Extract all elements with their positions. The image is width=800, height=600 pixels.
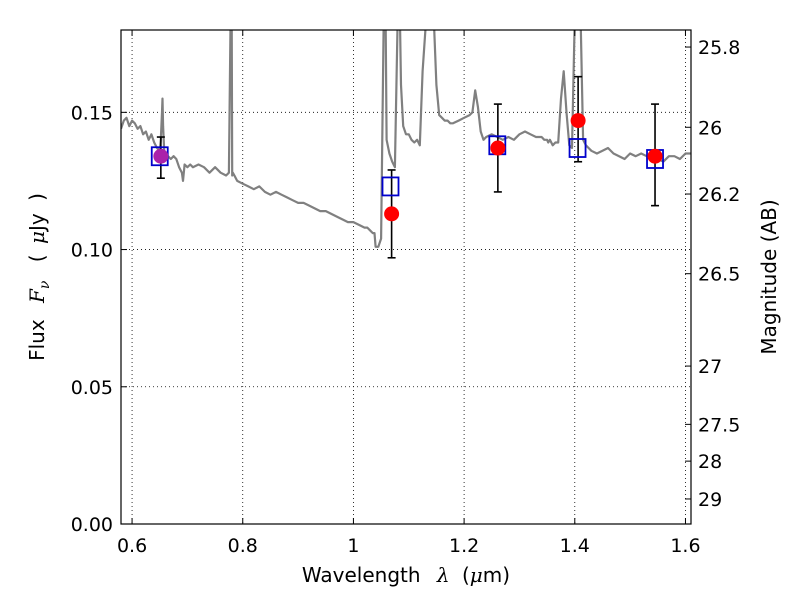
x-axis-label-unit-mu: μ [470,563,483,587]
right-axis-label: Magnitude (AB) [757,199,781,354]
y-axis-label-unit-mu: μ [25,231,49,244]
y-axis-label-subscript: ν [37,280,53,289]
x-axis-label-unit-open: ( [462,563,470,587]
plot-frame [120,29,692,525]
observed-point-0 [153,148,169,164]
observed-photometry [153,113,663,222]
y-tick-label-0: 0.00 [71,514,113,536]
mag-tick-label-5: 27.5 [698,414,740,436]
x-axis-label-unit-rest: m) [483,563,510,587]
model-spectrum-line [121,30,691,248]
y-axis-ticks: 0.00 0.05 0.10 0.15 [71,102,127,536]
y-axis-label: Flux Fν ( μJy ) [25,193,54,361]
mag-tick-label-2: 26.2 [698,184,740,206]
observed-point-4 [647,148,663,164]
x-axis-label-text: Wavelength [302,563,421,587]
mag-tick-label-3: 26.5 [698,264,740,286]
y-tick-label-2: 0.10 [71,240,113,262]
observed-point-3 [570,113,586,129]
y-tick-label-3: 0.15 [71,102,113,124]
mag-tick-label-0: 25.8 [698,37,740,59]
x-axis-ticks: 0.6 0.8 1 1.2 1.4 1.6 [117,30,701,557]
y-axis-label-symbol: F [25,288,49,304]
y-axis-label-unit-open: ( [25,254,49,262]
y-axis-label-unit-rest: Jy [25,213,49,233]
x-tick-label-4: 1.4 [560,535,590,557]
synthetic-point-3 [568,138,587,158]
observed-point-2 [490,140,506,156]
x-tick-label-2: 1 [347,535,359,557]
synthetic-point-1 [381,176,400,197]
x-axis-label-symbol: λ [436,563,450,587]
mag-tick-label-1: 26 [698,117,722,139]
y-axis-label-unit-close: ) [25,193,49,201]
mag-tick-label-6: 28 [698,451,722,473]
y-axis-label-text: Flux [25,319,49,361]
x-tick-label-0: 0.6 [117,535,147,557]
x-tick-label-5: 1.6 [670,535,700,557]
x-tick-label-1: 0.8 [228,535,258,557]
x-tick-label-3: 1.2 [449,535,479,557]
magnitude-axis-ticks: 25.8 26 26.2 26.5 27 27.5 28 29 [685,37,740,511]
observed-point-1 [384,206,400,222]
mag-tick-label-7: 29 [698,489,722,511]
mag-tick-label-4: 27 [698,356,722,378]
y-tick-label-1: 0.05 [71,377,113,399]
x-axis-label: Wavelength λ (μm) [302,563,510,587]
